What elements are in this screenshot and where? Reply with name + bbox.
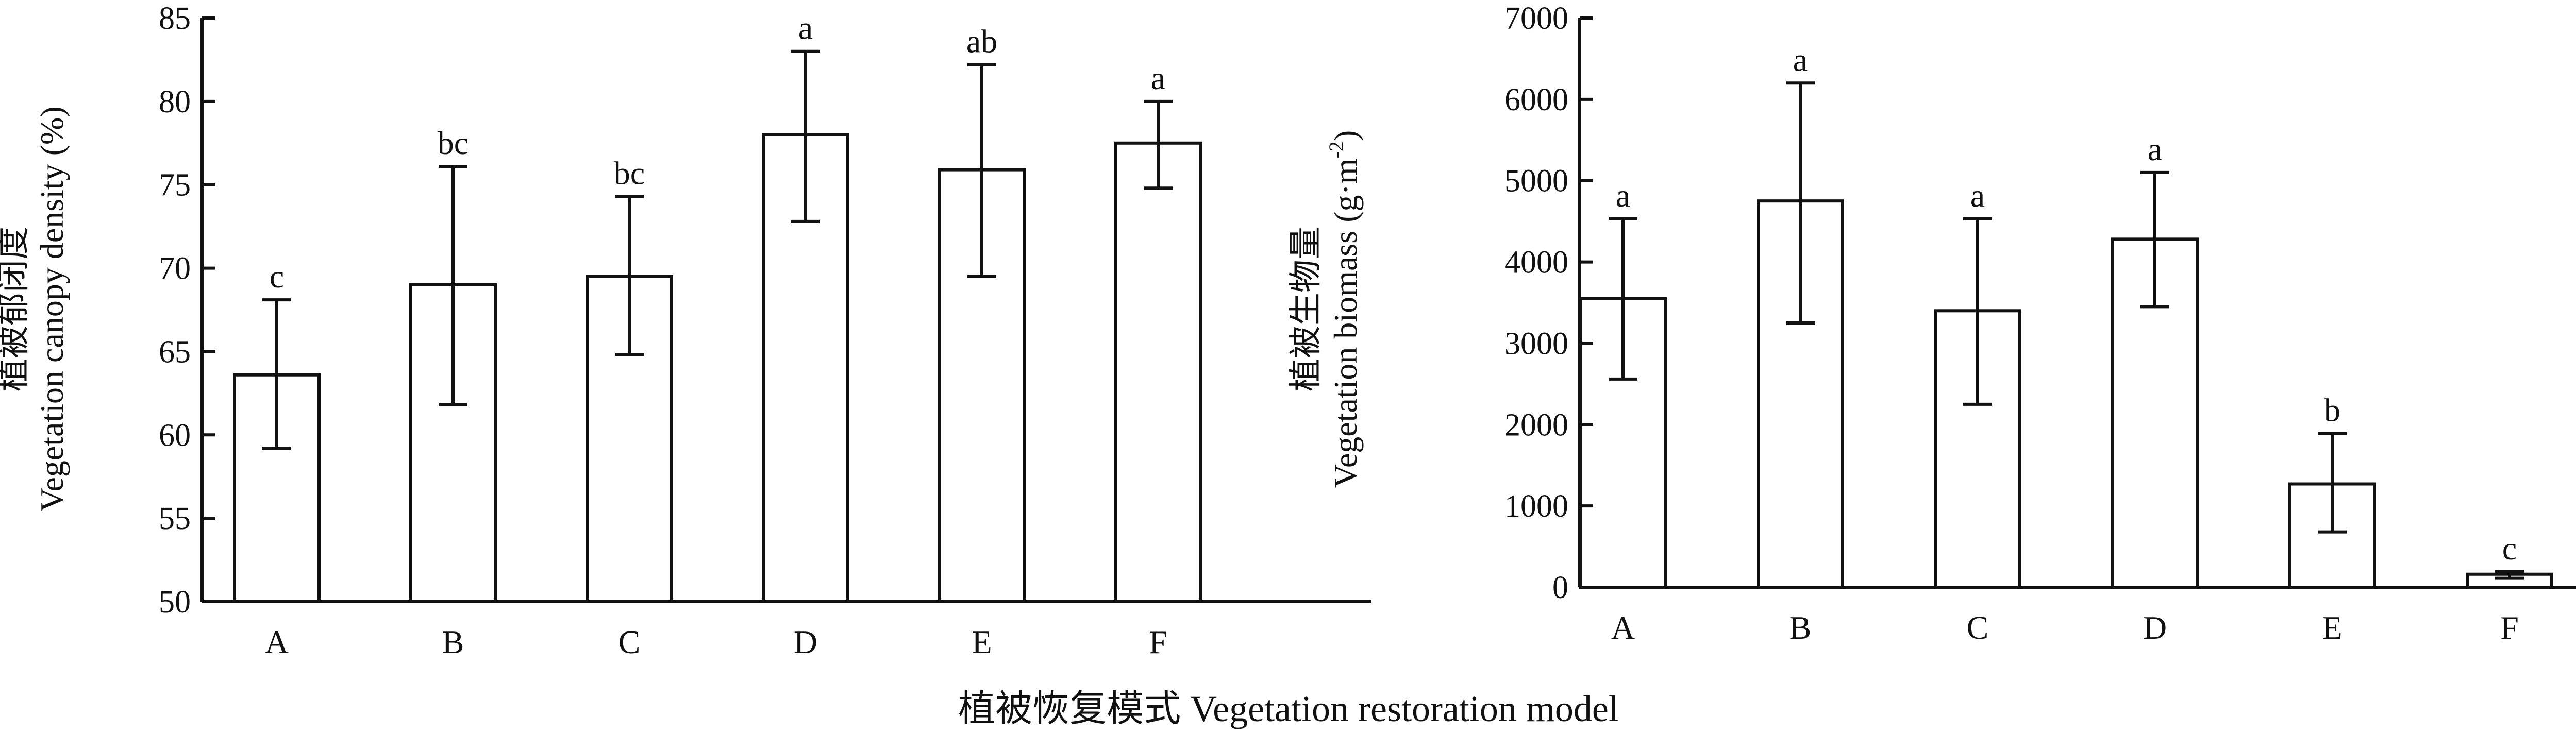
canopy-significance-label-D: a <box>798 10 813 46</box>
biomass-ylabel-en-end: ) <box>1327 130 1364 141</box>
biomass-significance-label-E: b <box>2324 392 2340 429</box>
biomass-y-tick-label: 6000 <box>1504 82 1568 117</box>
biomass-significance-label-D: a <box>2148 131 2162 167</box>
canopy-x-tick-label-D: D <box>794 624 817 660</box>
canopy-significance-label-E: ab <box>966 23 997 60</box>
canopy-y-tick-label: 50 <box>159 585 191 620</box>
biomass-error-bar-B <box>1786 81 1815 325</box>
canopy-y-tick-label: 60 <box>159 418 191 453</box>
canopy-y-tick-label: 80 <box>159 84 191 120</box>
canopy-ylabel-cn: 植被郁闭度 <box>0 227 32 391</box>
biomass-y-tick-label: 5000 <box>1504 164 1568 199</box>
canopy-error-bar-A <box>262 298 291 450</box>
biomass-ylabel-en: Vegetation biomass (g·m-2) <box>1325 130 1364 488</box>
biomass-y-tick-label: 2000 <box>1504 407 1568 442</box>
biomass-x-tick-label-D: D <box>2143 609 2167 646</box>
biomass-x-tick-label-C: C <box>1967 609 1989 646</box>
biomass-y-tick-label: 7000 <box>1504 1 1568 36</box>
canopy-error-bar-B <box>439 165 467 407</box>
biomass-ylabel-cn: 植被生物量 <box>1287 227 1324 391</box>
canopy-y-tick-label: 75 <box>159 168 191 203</box>
canopy-significance-label-C: bc <box>614 155 645 191</box>
canopy-x-tick-label-B: B <box>442 624 464 660</box>
biomass-significance-label-B: a <box>1793 41 1808 78</box>
biomass-x-tick-label-F: F <box>2500 609 2519 646</box>
canopy-axes: 50 55 60 65 70 75 80 85 A B C D E F <box>159 1 1371 660</box>
biomass-significance-label-A: a <box>1616 177 1630 214</box>
biomass-y-tick-label: 1000 <box>1504 489 1568 524</box>
canopy-error-bar-C <box>615 195 644 356</box>
biomass-y-tick-label: 0 <box>1552 570 1568 605</box>
canopy-significance-label-A: c <box>270 258 284 295</box>
biomass-significance-label-F: c <box>2502 530 2517 567</box>
biomass-x-tick-label-E: E <box>2322 609 2342 646</box>
canopy-bars: c bc bc a ab a <box>233 10 1202 604</box>
biomass-y-tick-label: 3000 <box>1504 326 1568 361</box>
canopy-y-axis-label: 植被郁闭度 Vegetation canopy density (%) <box>0 106 70 511</box>
canopy-y-tick-label: 85 <box>159 1 191 36</box>
canopy-ylabel-en: Vegetation canopy density (%) <box>34 106 70 511</box>
canopy-bar-F <box>1114 141 1202 603</box>
biomass-error-bar-C <box>1963 217 1992 406</box>
biomass-error-bar-F <box>2495 570 2524 580</box>
canopy-x-tick-label-C: C <box>618 624 641 660</box>
biomass-chart: a a a a b c 0 1000 2000 3000 4000 5000 6000 7000 A B C D… <box>1287 1 2576 646</box>
shared-x-axis-label: 植被恢复模式 Vegetation restoration model <box>958 688 1619 729</box>
canopy-y-tick-label: 65 <box>159 334 191 369</box>
biomass-significance-label-C: a <box>1970 177 1985 214</box>
canopy-density-chart: c bc bc a ab a 50 55 60 65 70 75 80 85 A B C D E F 植被郁闭度 V… <box>0 1 1371 660</box>
canopy-significance-label-F: a <box>1151 60 1165 96</box>
biomass-bars: a a a a b c <box>1579 41 2553 589</box>
biomass-y-tick-label: 4000 <box>1504 245 1568 280</box>
canopy-x-tick-label-A: A <box>265 624 289 660</box>
biomass-y-axis-label: 植被生物量 Vegetation biomass (g·m-2) <box>1287 130 1364 488</box>
biomass-axes: 0 1000 2000 3000 4000 5000 6000 7000 A B C D E F <box>1504 1 2576 646</box>
canopy-y-tick-label: 55 <box>159 501 191 536</box>
canopy-x-tick-label-E: E <box>972 624 992 660</box>
canopy-significance-label-B: bc <box>438 125 469 161</box>
canopy-x-tick-label-F: F <box>1149 624 1167 660</box>
biomass-error-bar-A <box>1609 217 1637 381</box>
canopy-error-bar-D <box>791 49 820 223</box>
biomass-x-tick-label-A: A <box>1611 609 1635 646</box>
biomass-error-bar-D <box>2140 170 2169 309</box>
biomass-ylabel-en-main: Vegetation biomass (g·m <box>1327 158 1364 488</box>
canopy-y-tick-label: 70 <box>159 251 191 286</box>
biomass-x-tick-label-B: B <box>1789 609 1812 646</box>
biomass-error-bar-E <box>2318 432 2347 534</box>
canopy-error-bar-F <box>1144 99 1173 190</box>
canopy-error-bar-E <box>967 63 996 278</box>
biomass-ylabel-en-sup: -2 <box>1325 141 1348 158</box>
